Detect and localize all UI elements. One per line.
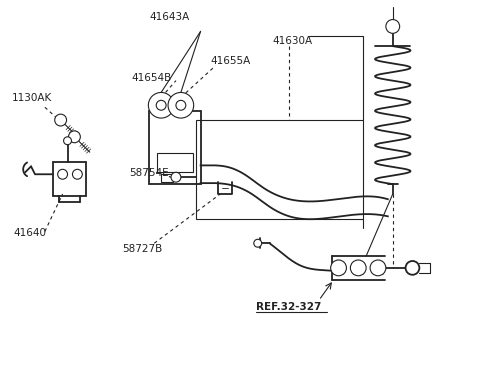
Circle shape: [148, 93, 174, 118]
Circle shape: [58, 169, 68, 179]
Text: REF.32-327: REF.32-327: [256, 302, 321, 312]
Circle shape: [406, 261, 420, 275]
Circle shape: [254, 239, 262, 247]
Circle shape: [350, 260, 366, 276]
Bar: [53, 162, 86, 196]
Text: 58754E: 58754E: [130, 168, 169, 178]
Bar: [196, 120, 363, 218]
Circle shape: [55, 114, 67, 126]
Text: 41655A: 41655A: [210, 56, 251, 66]
Text: 1130AK: 1130AK: [12, 93, 52, 103]
Text: 41654B: 41654B: [132, 73, 172, 83]
Circle shape: [370, 260, 386, 276]
Bar: [157, 152, 192, 172]
Text: 41643A: 41643A: [149, 12, 190, 22]
Circle shape: [331, 260, 347, 276]
Text: 41630A: 41630A: [273, 36, 312, 46]
Circle shape: [176, 100, 186, 110]
Circle shape: [386, 20, 400, 33]
Circle shape: [63, 137, 72, 145]
Circle shape: [171, 172, 181, 182]
Circle shape: [69, 131, 80, 143]
Circle shape: [156, 100, 166, 110]
Bar: [161, 174, 173, 182]
Circle shape: [72, 169, 82, 179]
Text: 58727B: 58727B: [122, 244, 162, 254]
Circle shape: [168, 93, 193, 118]
Bar: [149, 111, 201, 184]
Text: 41640: 41640: [13, 228, 47, 238]
